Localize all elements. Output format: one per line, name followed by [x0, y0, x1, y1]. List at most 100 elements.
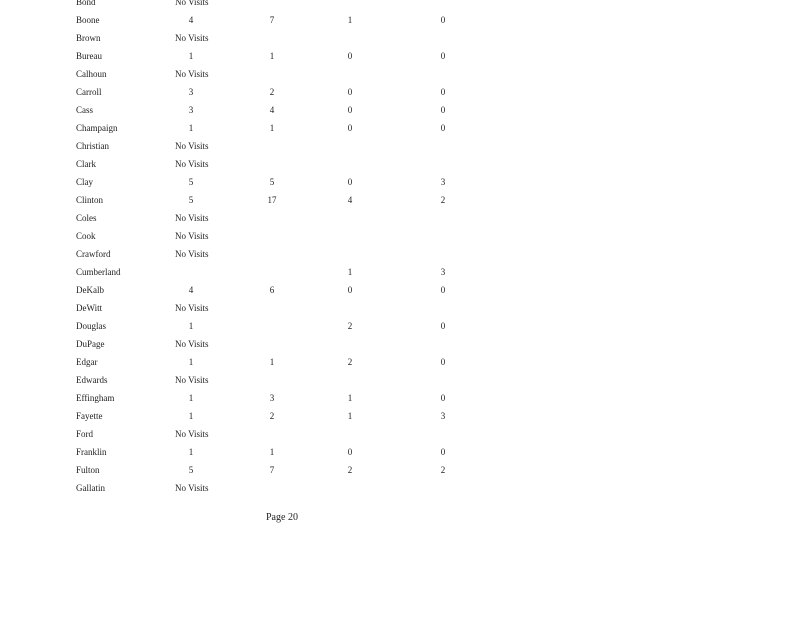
county-name: Effingham: [76, 393, 115, 403]
value-cell: 5: [188, 465, 194, 475]
no-visits-label: No Visits: [175, 0, 209, 7]
value-cell: 3: [188, 105, 194, 115]
value-cell: 7: [269, 15, 275, 25]
value-cell: 0: [440, 393, 446, 403]
value-cell: 3: [188, 87, 194, 97]
value-cell: 3: [440, 411, 446, 421]
county-name: Clinton: [76, 195, 104, 205]
table-row: Cumberland 1 3: [0, 267, 800, 279]
value-cell: 1: [269, 123, 275, 133]
value-cell: 0: [440, 105, 446, 115]
table-row: Calhoun No Visits: [0, 69, 800, 81]
no-visits-label: No Visits: [175, 249, 209, 259]
table-row: Brown No Visits: [0, 33, 800, 45]
table-row: Christian No Visits: [0, 141, 800, 153]
table-row: DuPage No Visits: [0, 339, 800, 351]
value-cell: 5: [188, 177, 194, 187]
value-cell: 0: [440, 15, 446, 25]
no-visits-label: No Visits: [175, 375, 209, 385]
table-row: Bond No Visits: [0, 0, 800, 9]
table-row: Boone 4 7 1 0: [0, 15, 800, 27]
county-name: Cass: [76, 105, 94, 115]
county-name: Coles: [76, 213, 97, 223]
table-row: Effingham 1 3 1 0: [0, 393, 800, 405]
table-row: Douglas 1 2 0: [0, 321, 800, 333]
value-cell: 2: [347, 321, 353, 331]
value-cell: 0: [440, 285, 446, 295]
value-cell: 4: [188, 285, 194, 295]
value-cell: 0: [440, 51, 446, 61]
table-row: Champaign 1 1 0 0: [0, 123, 800, 135]
no-visits-label: No Visits: [175, 231, 209, 241]
county-name: Clay: [76, 177, 93, 187]
value-cell: 3: [440, 267, 446, 277]
value-cell: 0: [347, 285, 353, 295]
table-row: Fulton 5 7 2 2: [0, 465, 800, 477]
value-cell: 2: [347, 465, 353, 475]
county-name: Crawford: [76, 249, 111, 259]
no-visits-label: No Visits: [175, 303, 209, 313]
table-row: Carroll 3 2 0 0: [0, 87, 800, 99]
county-name: Edwards: [76, 375, 108, 385]
county-name: DuPage: [76, 339, 105, 349]
county-name: Calhoun: [76, 69, 107, 79]
value-cell: 5: [188, 195, 194, 205]
county-name: Douglas: [76, 321, 106, 331]
page-number: Page 20: [266, 512, 298, 523]
value-cell: 0: [347, 447, 353, 457]
county-name: Champaign: [76, 123, 118, 133]
value-cell: 1: [188, 357, 194, 367]
county-name: DeKalb: [76, 285, 104, 295]
value-cell: 2: [347, 357, 353, 367]
value-cell: 1: [188, 123, 194, 133]
value-cell: 1: [347, 411, 353, 421]
value-cell: 3: [269, 393, 275, 403]
value-cell: 1: [188, 393, 194, 403]
value-cell: 1: [347, 15, 353, 25]
county-name: Gallatin: [76, 483, 105, 493]
table-row: Coles No Visits: [0, 213, 800, 225]
no-visits-label: No Visits: [175, 141, 209, 151]
table-row: Edwards No Visits: [0, 375, 800, 387]
value-cell: 2: [269, 411, 275, 421]
value-cell: 0: [440, 123, 446, 133]
no-visits-label: No Visits: [175, 159, 209, 169]
value-cell: 1: [188, 321, 194, 331]
county-name: Boone: [76, 15, 100, 25]
value-cell: 0: [440, 87, 446, 97]
value-cell: 3: [440, 177, 446, 187]
no-visits-label: No Visits: [175, 429, 209, 439]
table-row: Franklin 1 1 0 0: [0, 447, 800, 459]
table-row: Fayette 1 2 1 3: [0, 411, 800, 423]
value-cell: 0: [440, 447, 446, 457]
value-cell: 0: [347, 123, 353, 133]
value-cell: 0: [347, 87, 353, 97]
value-cell: 4: [347, 195, 353, 205]
table-row: Clark No Visits: [0, 159, 800, 171]
table-row: Cook No Visits: [0, 231, 800, 243]
county-name: DeWitt: [76, 303, 103, 313]
value-cell: 1: [347, 393, 353, 403]
no-visits-label: No Visits: [175, 69, 209, 79]
value-cell: 6: [269, 285, 275, 295]
table-row: Ford No Visits: [0, 429, 800, 441]
value-cell: 4: [188, 15, 194, 25]
no-visits-label: No Visits: [175, 33, 209, 43]
table-row: Edgar 1 1 2 0: [0, 357, 800, 369]
value-cell: 0: [440, 321, 446, 331]
county-name: Clark: [76, 159, 96, 169]
value-cell: 0: [347, 177, 353, 187]
no-visits-label: No Visits: [175, 483, 209, 493]
value-cell: 1: [188, 51, 194, 61]
value-cell: 4: [269, 105, 275, 115]
value-cell: 17: [267, 195, 277, 205]
value-cell: 5: [269, 177, 275, 187]
value-cell: 1: [269, 357, 275, 367]
value-cell: 0: [347, 51, 353, 61]
value-cell: 7: [269, 465, 275, 475]
value-cell: 1: [269, 51, 275, 61]
value-cell: 1: [188, 447, 194, 457]
value-cell: 0: [440, 357, 446, 367]
table-row: DeWitt No Visits: [0, 303, 800, 315]
